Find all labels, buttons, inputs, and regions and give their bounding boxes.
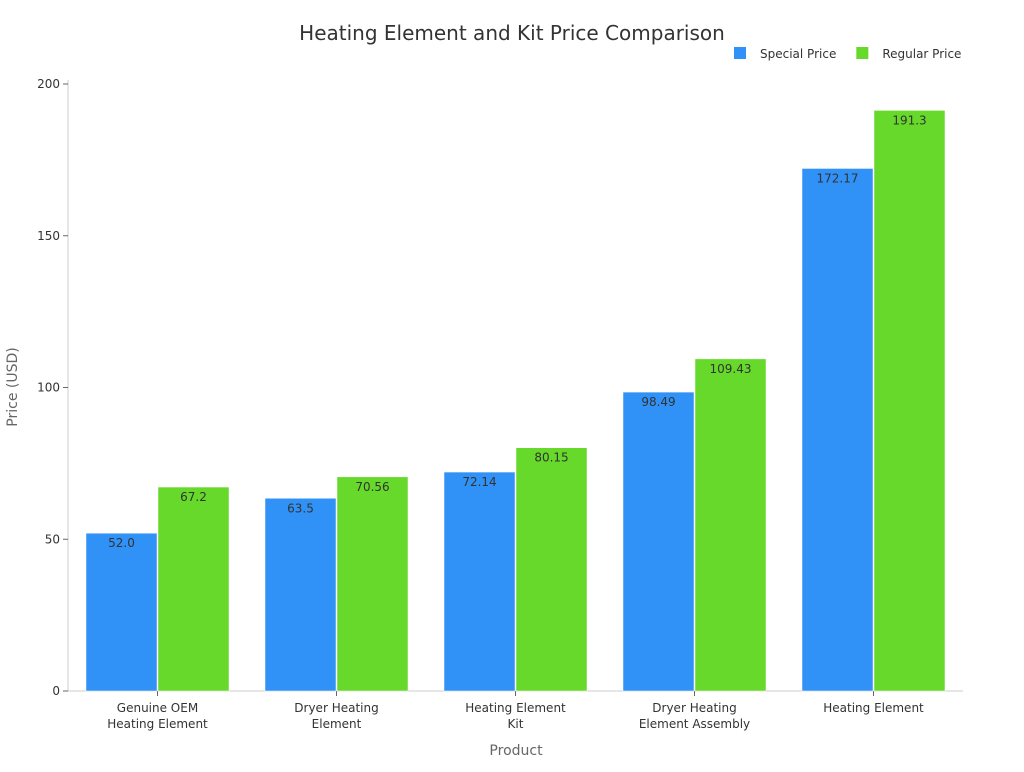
data-label: 67.2 (180, 490, 207, 504)
x-tick-label: Genuine OEM Heating Element (107, 701, 208, 731)
legend: Special Price Regular Price (734, 47, 961, 61)
y-tick-label: 50 (45, 532, 60, 546)
bar-special-price (801, 168, 874, 692)
x-axis-label: Product (489, 743, 543, 759)
legend-swatch (856, 47, 869, 59)
bar-regular-price (157, 486, 230, 692)
bar-special-price (622, 391, 695, 692)
bar-special-price (443, 471, 516, 692)
bar-regular-price (336, 476, 409, 692)
data-label: 109.43 (710, 362, 752, 376)
bar-regular-price (873, 110, 946, 692)
legend-swatch (734, 47, 746, 59)
bar-special-price (85, 532, 158, 692)
axes: 0 50 100 150 200 Genuine OEM Heating Element Dr… (37, 77, 963, 731)
legend-label: Special Price (760, 47, 836, 61)
chart-title: Heating Element and Kit Price Comparison (299, 21, 725, 45)
y-tick-label: 200 (37, 77, 60, 91)
x-tick-label: Dryer Heating Element (294, 701, 378, 731)
bar-regular-price (694, 358, 767, 692)
data-label: 172.17 (817, 171, 859, 185)
legend-label: Regular Price (882, 47, 961, 61)
data-label: 191.3 (892, 113, 926, 127)
bar-regular-price (515, 447, 588, 692)
x-tick-label: Heating Element Kit (465, 701, 566, 731)
data-label: 63.5 (287, 501, 314, 515)
data-label: 70.56 (355, 480, 389, 494)
x-tick-label: Dryer Heating Element Assembly (639, 701, 750, 731)
bars: 52.0 67.2 63.5 70.56 72.14 80.15 98.49 109.43 17… (85, 110, 946, 692)
bar-special-price (264, 498, 337, 692)
data-label: 98.49 (641, 395, 675, 409)
y-tick-label: 0 (52, 684, 60, 698)
x-tick-label: Heating Element (823, 701, 924, 715)
data-label: 80.15 (534, 451, 568, 465)
data-label: 52.0 (108, 536, 135, 550)
data-label: 72.14 (462, 475, 496, 489)
y-tick-label: 150 (37, 229, 60, 243)
y-tick-label: 100 (37, 381, 60, 395)
y-axis-label: Price (USD) (5, 347, 21, 426)
